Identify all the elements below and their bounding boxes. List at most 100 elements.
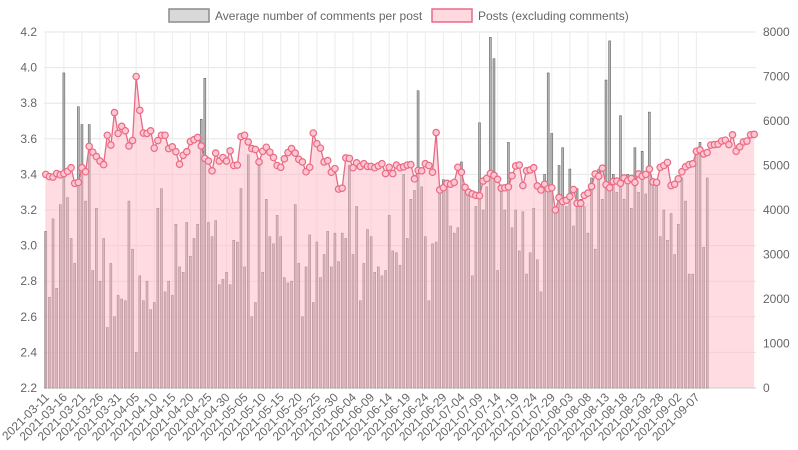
y-left-tick-label: 4.2	[20, 25, 37, 39]
posts-point	[725, 140, 733, 149]
posts-point	[233, 161, 242, 169]
posts-point	[121, 126, 130, 135]
posts-point	[537, 186, 545, 194]
posts-point	[74, 178, 83, 187]
posts-point	[345, 154, 354, 163]
posts-point	[508, 171, 516, 180]
posts-point	[410, 175, 419, 183]
posts-point	[103, 131, 112, 140]
posts-point	[255, 158, 263, 166]
posts-point	[519, 181, 527, 190]
legend-item-comments[interactable]: Average number of comments per post	[168, 8, 423, 23]
posts-point	[331, 164, 339, 173]
y-left-tick-label: 2.6	[20, 310, 37, 324]
posts-point	[450, 178, 459, 187]
posts-point	[688, 159, 697, 168]
legend-swatch-comments	[168, 8, 210, 23]
posts-point	[598, 164, 607, 172]
posts-point	[641, 170, 650, 179]
posts-point	[211, 149, 220, 157]
posts-point	[154, 136, 162, 145]
posts-point	[222, 157, 231, 165]
posts-point	[457, 168, 466, 176]
y-axis-right: 0 1000 2000 3000 4000 5000 6000 7000 8000	[763, 25, 790, 395]
posts-point	[645, 165, 654, 173]
posts-point	[515, 161, 524, 169]
posts-point	[110, 108, 119, 117]
posts-point	[566, 192, 574, 201]
posts-point	[172, 147, 180, 156]
posts-point	[584, 189, 592, 197]
y-axis-left: 2.2 2.4 2.6 2.8 3.0 3.2 3.4 3.6 3.8 4.0 4.2	[20, 25, 37, 395]
posts-point	[388, 169, 397, 178]
y-right-tick-label: 8000	[763, 25, 790, 39]
legend-swatch-posts	[431, 8, 473, 23]
posts-point	[161, 131, 169, 140]
posts-point	[432, 128, 440, 137]
posts-point	[425, 161, 433, 170]
posts-point	[482, 174, 491, 183]
posts-point	[305, 163, 314, 172]
posts-point	[107, 141, 115, 149]
posts-point	[504, 183, 513, 191]
posts-point	[378, 159, 386, 168]
legend-label-comments: Average number of comments per post	[215, 9, 423, 23]
posts-point	[678, 167, 686, 176]
posts-point	[204, 157, 213, 165]
posts-point	[417, 167, 426, 175]
y-left-tick-label: 2.8	[20, 274, 37, 288]
legend-item-posts[interactable]: Posts (excluding comments)	[431, 8, 629, 23]
y-left-tick-label: 3.2	[20, 203, 37, 217]
posts-point	[428, 168, 437, 176]
y-right-tick-label: 4000	[763, 203, 790, 217]
y-left-tick-label: 4.0	[20, 61, 37, 75]
y-left-tick-label: 2.2	[20, 381, 37, 395]
y-left-tick-label: 3.8	[20, 96, 37, 110]
posts-point	[168, 143, 177, 151]
posts-point	[240, 131, 249, 140]
posts-point	[316, 144, 325, 152]
posts-point	[309, 129, 318, 137]
posts-point	[551, 206, 560, 214]
posts-point	[244, 138, 253, 146]
y-right-tick-label: 2000	[763, 292, 790, 306]
posts-point	[743, 137, 751, 145]
posts-point	[197, 142, 206, 150]
posts-point	[208, 167, 216, 175]
posts-point	[132, 72, 140, 81]
posts-point	[323, 156, 332, 165]
posts-point	[594, 172, 603, 180]
posts-point	[338, 184, 346, 192]
posts-point	[298, 158, 307, 166]
y-right-tick-label: 1000	[763, 337, 790, 351]
y-left-tick-label: 3.0	[20, 239, 37, 253]
y-right-tick-label: 6000	[763, 114, 790, 128]
posts-point	[381, 169, 390, 178]
posts-point	[670, 180, 679, 188]
posts-point	[182, 147, 191, 156]
posts-point	[193, 133, 202, 142]
posts-point	[291, 149, 299, 157]
posts-point	[475, 191, 484, 200]
posts-point	[454, 163, 462, 172]
posts-point	[735, 143, 744, 151]
posts-point	[226, 147, 234, 155]
x-axis: 2021-03-112021-03-162021-03-212021-03-26…	[0, 390, 703, 444]
y-left-tick-label: 3.4	[20, 167, 37, 181]
y-right-tick-label: 7000	[763, 70, 790, 84]
posts-point	[576, 199, 585, 208]
posts-point	[587, 182, 596, 191]
posts-point	[631, 178, 639, 187]
posts-point	[569, 185, 578, 194]
y-left-tick-label: 2.4	[20, 345, 37, 359]
posts-point	[114, 129, 122, 138]
posts-point	[750, 130, 758, 139]
y-right-tick-label: 5000	[763, 159, 790, 173]
y-right-tick-label: 3000	[763, 248, 790, 262]
posts-point	[125, 142, 133, 150]
posts-point	[135, 106, 144, 115]
posts-point	[99, 160, 108, 169]
posts-point	[385, 163, 393, 172]
posts-point	[674, 175, 683, 183]
